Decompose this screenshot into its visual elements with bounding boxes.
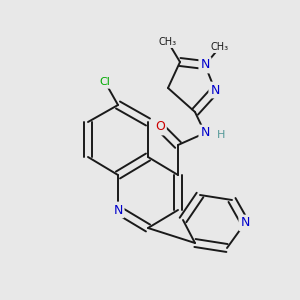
Text: N: N bbox=[240, 217, 250, 230]
Text: CH₃: CH₃ bbox=[211, 42, 229, 52]
Text: N: N bbox=[200, 127, 210, 140]
Text: CH₃: CH₃ bbox=[159, 37, 177, 47]
Text: Cl: Cl bbox=[100, 77, 110, 87]
Text: N: N bbox=[210, 83, 220, 97]
Text: N: N bbox=[200, 58, 210, 71]
Text: N: N bbox=[113, 203, 123, 217]
Text: O: O bbox=[155, 121, 165, 134]
Text: H: H bbox=[217, 130, 225, 140]
